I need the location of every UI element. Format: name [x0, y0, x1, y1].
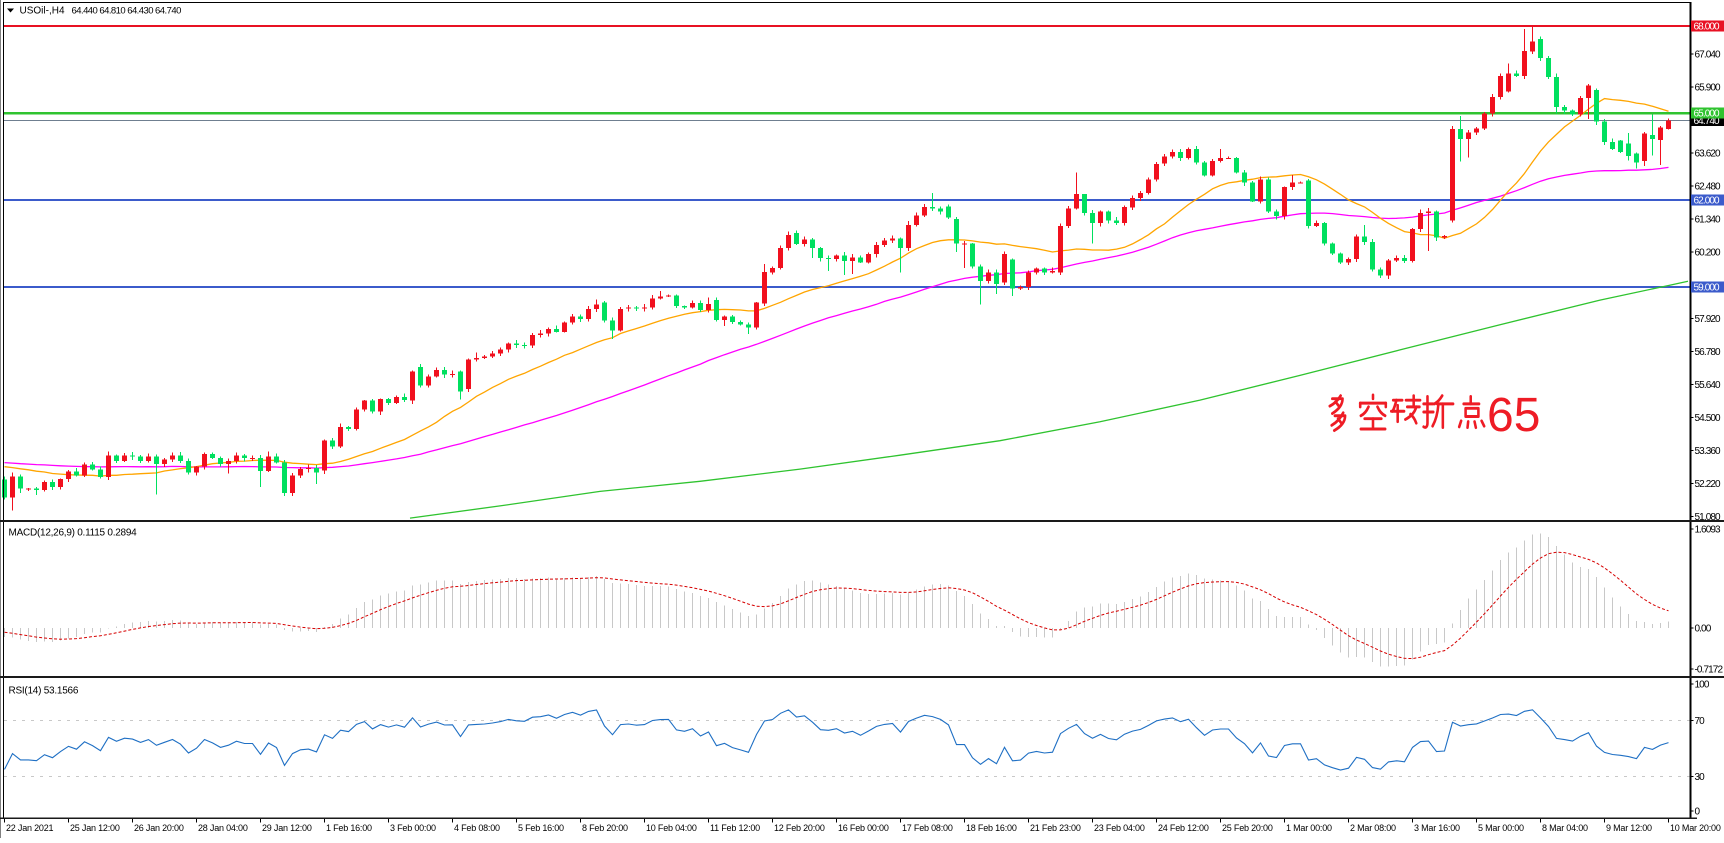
svg-text:68.000: 68.000	[1694, 22, 1721, 33]
svg-text:5 Mar 00:00: 5 Mar 00:00	[1478, 823, 1524, 833]
svg-text:70: 70	[1695, 716, 1706, 727]
svg-text:8 Mar 04:00: 8 Mar 04:00	[1542, 823, 1588, 833]
svg-text:5 Feb 16:00: 5 Feb 16:00	[518, 823, 564, 833]
svg-text:25 Feb 20:00: 25 Feb 20:00	[1222, 823, 1273, 833]
svg-text:11 Feb 12:00: 11 Feb 12:00	[710, 823, 760, 833]
svg-text:64.740: 64.740	[1694, 116, 1721, 127]
svg-text:62.000: 62.000	[1694, 196, 1721, 207]
svg-text:MACD(12,26,9) 0.1115 0.2894: MACD(12,26,9) 0.1115 0.2894	[9, 528, 138, 539]
svg-text:16 Feb 00:00: 16 Feb 00:00	[838, 823, 889, 833]
svg-text:51.080: 51.080	[1695, 512, 1722, 523]
svg-text:30: 30	[1695, 772, 1706, 783]
svg-text:3 Feb 00:00: 3 Feb 00:00	[390, 823, 436, 833]
svg-text:65: 65	[1487, 389, 1540, 442]
svg-text:12 Feb 20:00: 12 Feb 20:00	[774, 823, 825, 833]
svg-text:56.780: 56.780	[1695, 347, 1722, 358]
svg-text:-0.7172: -0.7172	[1695, 665, 1724, 676]
svg-text:53.360: 53.360	[1695, 446, 1722, 457]
svg-text:8 Feb 20:00: 8 Feb 20:00	[582, 823, 628, 833]
svg-text:29 Jan 12:00: 29 Jan 12:00	[262, 823, 312, 833]
svg-text:17 Feb 08:00: 17 Feb 08:00	[902, 823, 953, 833]
svg-text:9 Mar 12:00: 9 Mar 12:00	[1606, 823, 1652, 833]
svg-text:22 Jan 2021: 22 Jan 2021	[6, 823, 54, 833]
svg-text:60.200: 60.200	[1695, 248, 1722, 259]
svg-text:3 Mar 16:00: 3 Mar 16:00	[1414, 823, 1460, 833]
svg-text:23 Feb 04:00: 23 Feb 04:00	[1094, 823, 1145, 833]
svg-text:57.920: 57.920	[1695, 314, 1722, 325]
svg-text:2 Mar 08:00: 2 Mar 08:00	[1350, 823, 1396, 833]
svg-text:0.00: 0.00	[1695, 624, 1712, 635]
svg-text:67.040: 67.040	[1695, 49, 1722, 60]
svg-text:65.000: 65.000	[1694, 109, 1721, 120]
svg-text:59.000: 59.000	[1694, 283, 1721, 294]
svg-text:61.340: 61.340	[1695, 215, 1722, 226]
svg-text:24 Feb 12:00: 24 Feb 12:00	[1158, 823, 1209, 833]
svg-text:25 Jan 12:00: 25 Jan 12:00	[70, 823, 120, 833]
svg-text:100: 100	[1695, 680, 1710, 691]
svg-text:63.620: 63.620	[1695, 149, 1722, 160]
svg-text:52.220: 52.220	[1695, 479, 1722, 490]
svg-text:55.640: 55.640	[1695, 380, 1722, 391]
svg-text:18 Feb 16:00: 18 Feb 16:00	[966, 823, 1017, 833]
svg-text:1 Mar 00:00: 1 Mar 00:00	[1286, 823, 1332, 833]
svg-text:RSI(14) 53.1566: RSI(14) 53.1566	[9, 686, 79, 697]
svg-text:4 Feb 08:00: 4 Feb 08:00	[454, 823, 500, 833]
svg-text:54.500: 54.500	[1695, 413, 1722, 424]
svg-text:65.900: 65.900	[1695, 82, 1722, 93]
svg-text:10 Feb 04:00: 10 Feb 04:00	[646, 823, 697, 833]
svg-text:1.6093: 1.6093	[1695, 525, 1722, 536]
svg-text:28 Jan 04:00: 28 Jan 04:00	[198, 823, 248, 833]
svg-text:10 Mar 20:00: 10 Mar 20:00	[1670, 823, 1721, 833]
svg-text:21 Feb 23:00: 21 Feb 23:00	[1030, 823, 1081, 833]
svg-text:62.480: 62.480	[1695, 182, 1722, 193]
svg-text:26 Jan 20:00: 26 Jan 20:00	[134, 823, 184, 833]
svg-text:0: 0	[1695, 807, 1701, 818]
svg-text:1 Feb 16:00: 1 Feb 16:00	[326, 823, 372, 833]
